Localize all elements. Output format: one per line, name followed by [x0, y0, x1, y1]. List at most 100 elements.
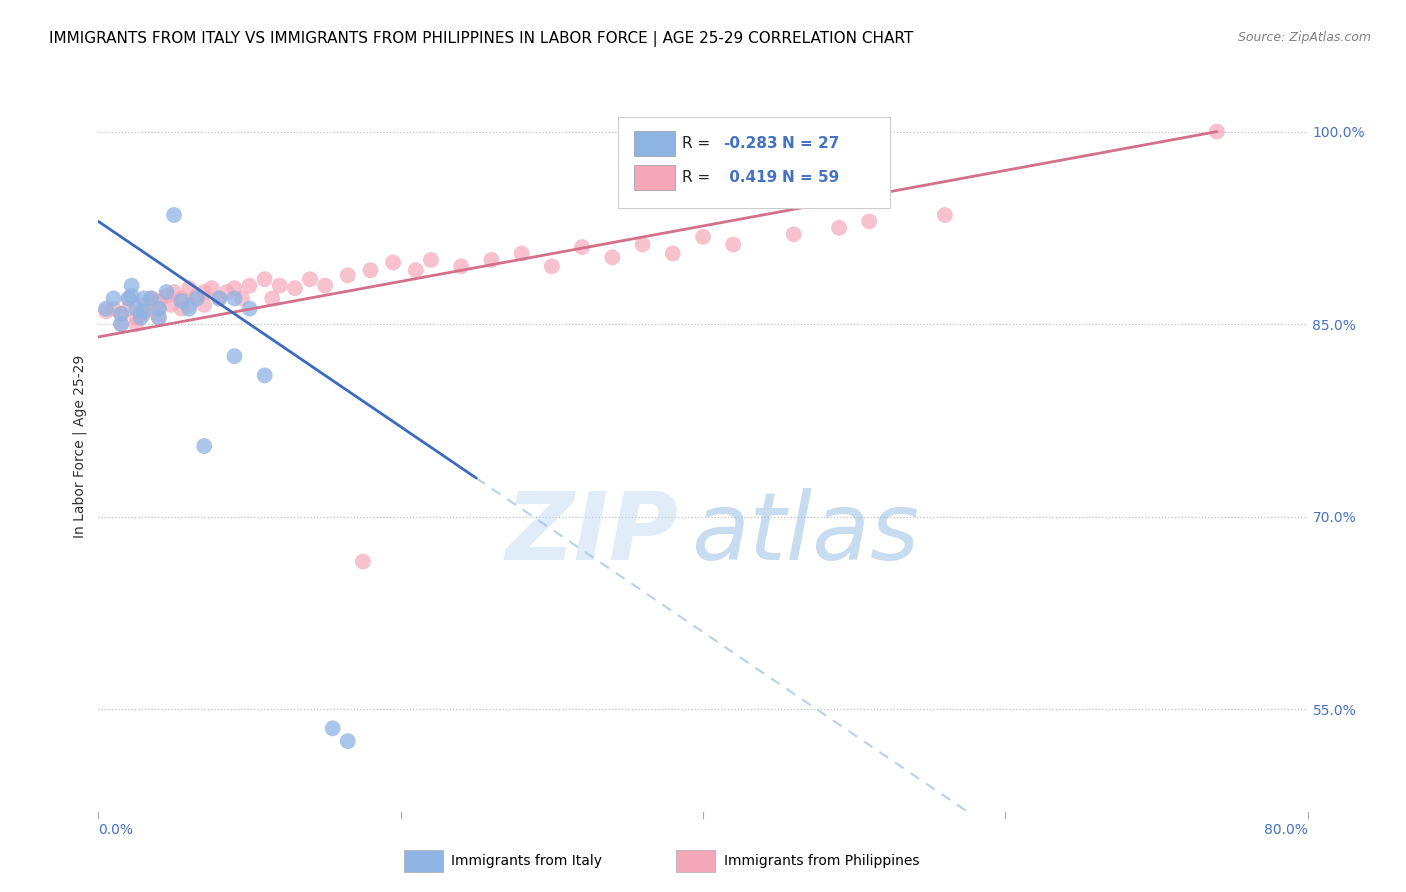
Point — [110, 317, 132, 331]
Point — [571, 240, 593, 254]
Point — [934, 208, 956, 222]
Point — [382, 255, 405, 269]
Point — [148, 310, 170, 325]
Point — [186, 289, 208, 303]
Point — [269, 278, 291, 293]
Text: 0.419: 0.419 — [724, 170, 776, 185]
Point — [132, 307, 155, 321]
Point — [540, 260, 562, 274]
Point — [510, 246, 533, 260]
Point — [352, 554, 374, 568]
Y-axis label: In Labor Force | Age 25-29: In Labor Force | Age 25-29 — [73, 354, 87, 538]
Point — [224, 281, 246, 295]
Point — [193, 285, 215, 299]
Point — [179, 301, 201, 316]
Point — [110, 307, 132, 321]
Point — [336, 734, 359, 748]
Point — [94, 301, 117, 316]
Text: IMMIGRANTS FROM ITALY VS IMMIGRANTS FROM PHILIPPINES IN LABOR FORCE | AGE 25-29 : IMMIGRANTS FROM ITALY VS IMMIGRANTS FROM… — [49, 31, 914, 47]
Point — [208, 292, 231, 306]
Point — [129, 310, 152, 325]
Point — [160, 298, 183, 312]
Point — [239, 301, 262, 316]
Point — [201, 281, 224, 295]
Point — [224, 349, 246, 363]
Point — [179, 298, 201, 312]
Point — [129, 307, 152, 321]
Point — [103, 292, 125, 306]
Point — [132, 292, 155, 306]
Point — [94, 304, 117, 318]
Point — [125, 301, 148, 316]
Point — [828, 220, 851, 235]
Point — [110, 317, 132, 331]
Text: ZIP: ZIP — [506, 488, 679, 580]
Point — [148, 310, 170, 325]
Point — [148, 301, 170, 316]
FancyBboxPatch shape — [619, 117, 890, 209]
Point — [360, 263, 382, 277]
Point — [253, 368, 276, 383]
Point — [405, 263, 427, 277]
Point — [253, 272, 276, 286]
Point — [208, 292, 231, 306]
Point — [239, 278, 262, 293]
Text: 0.0%: 0.0% — [98, 822, 134, 837]
Text: R =: R = — [682, 136, 716, 151]
Point — [125, 310, 148, 325]
Text: Immigrants from Italy: Immigrants from Italy — [451, 855, 603, 869]
Point — [631, 237, 654, 252]
Point — [450, 260, 472, 274]
Point — [155, 289, 177, 303]
Point — [420, 252, 443, 267]
Point — [193, 439, 215, 453]
Point — [148, 293, 170, 308]
FancyBboxPatch shape — [676, 850, 716, 871]
Point — [132, 298, 155, 312]
Text: R =: R = — [682, 170, 716, 185]
Point — [284, 281, 307, 295]
Text: -0.283: -0.283 — [724, 136, 778, 151]
Point — [121, 278, 143, 293]
Point — [186, 292, 208, 306]
Text: Source: ZipAtlas.com: Source: ZipAtlas.com — [1237, 31, 1371, 45]
FancyBboxPatch shape — [634, 131, 675, 155]
Point — [141, 292, 163, 306]
Point — [125, 317, 148, 331]
Point — [662, 246, 685, 260]
Point — [141, 301, 163, 316]
Point — [121, 289, 143, 303]
Point — [132, 304, 155, 318]
Point — [299, 272, 322, 286]
Point — [481, 252, 503, 267]
Point — [602, 251, 624, 265]
Point — [692, 230, 714, 244]
Point — [170, 301, 193, 316]
Point — [118, 301, 141, 316]
Text: Immigrants from Philippines: Immigrants from Philippines — [724, 855, 920, 869]
Point — [179, 281, 201, 295]
Point — [314, 278, 336, 293]
Point — [163, 208, 186, 222]
Point — [118, 292, 141, 306]
Point — [155, 285, 177, 299]
Point — [118, 292, 141, 306]
Point — [170, 293, 193, 308]
Point — [148, 301, 170, 316]
Point — [723, 237, 745, 252]
Text: atlas: atlas — [690, 488, 920, 579]
Text: N = 59: N = 59 — [782, 170, 839, 185]
Text: N = 27: N = 27 — [782, 136, 839, 151]
Point — [141, 292, 163, 306]
FancyBboxPatch shape — [634, 165, 675, 190]
Point — [163, 285, 186, 299]
Point — [1206, 125, 1229, 139]
Point — [224, 292, 246, 306]
Point — [215, 285, 238, 299]
Point — [103, 301, 125, 316]
Point — [858, 214, 880, 228]
Point — [783, 227, 806, 242]
Text: 80.0%: 80.0% — [1264, 822, 1308, 837]
Point — [322, 721, 344, 735]
Point — [110, 307, 132, 321]
